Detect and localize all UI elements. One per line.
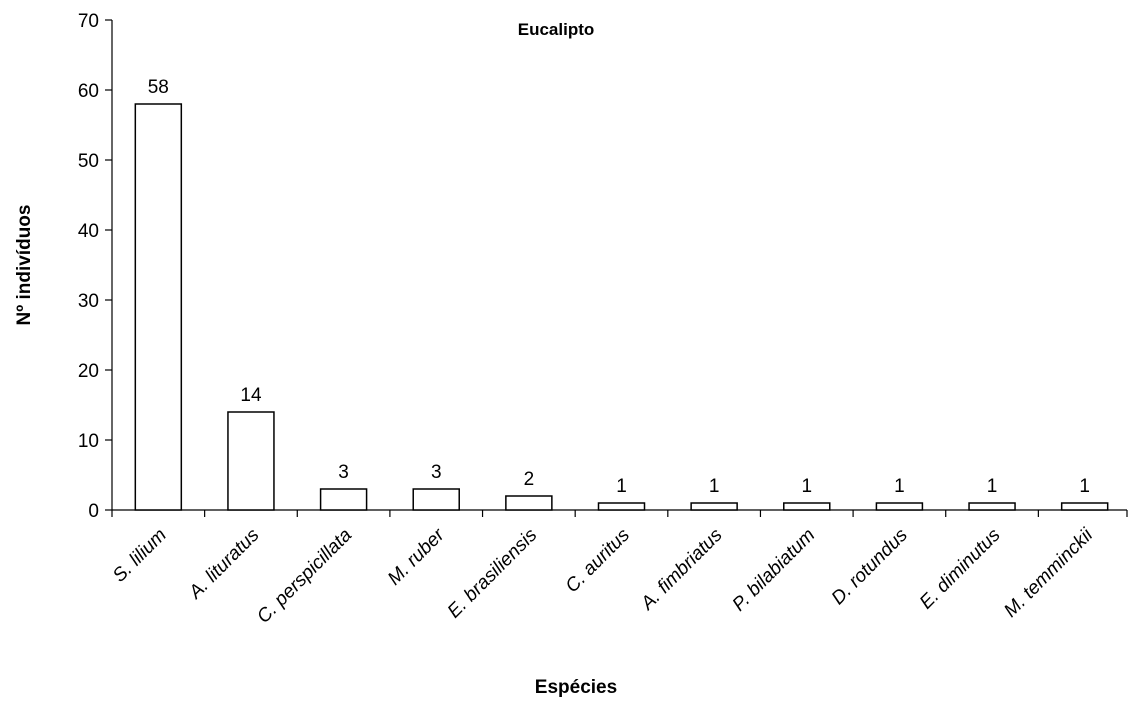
- bar: [1060, 502, 1109, 511]
- bar: [783, 502, 831, 511]
- bar: [227, 411, 275, 511]
- y-tick-label: 50: [78, 151, 99, 172]
- bar: [319, 488, 368, 511]
- category-label: A. fimbriatus: [636, 524, 727, 615]
- category-label: M. temminckii: [1000, 524, 1098, 622]
- category-label: C. auritus: [562, 524, 635, 597]
- y-tick-label: 60: [78, 81, 99, 102]
- y-tick-label: 40: [78, 221, 99, 242]
- bar: [505, 495, 553, 511]
- data-label: 14: [240, 385, 262, 406]
- bar: [597, 502, 646, 511]
- data-label: 3: [338, 462, 349, 483]
- y-axis: 0 10 20 30 40 50 60 70: [78, 11, 113, 522]
- data-label: 1: [894, 476, 905, 497]
- data-label: 1: [709, 476, 720, 497]
- data-label: 1: [987, 476, 998, 497]
- category-label: A. lituratus: [184, 524, 263, 603]
- bar: [412, 488, 460, 511]
- data-label: 1: [616, 476, 627, 497]
- data-label: 1: [1079, 476, 1090, 497]
- category-label: C. perspicillata: [253, 525, 356, 628]
- y-tick-label: 20: [78, 361, 99, 382]
- data-label: 3: [431, 462, 442, 483]
- y-tick-label: 10: [78, 431, 99, 452]
- bar: [690, 502, 738, 511]
- category-label: D. rotundus: [828, 524, 913, 609]
- category-label: S. lilium: [109, 525, 171, 587]
- chart-title: Eucalipto: [518, 20, 595, 39]
- y-axis-title: Nº indivíduos: [14, 205, 35, 326]
- y-tick-label: 70: [78, 11, 99, 32]
- data-labels: 58 14 3 3 2 1 1 1 1 1 1: [148, 77, 1090, 497]
- bar-series: [134, 103, 1109, 511]
- x-axis-title: Espécies: [535, 677, 617, 698]
- data-label: 2: [524, 469, 535, 490]
- category-label: P. bilabiatum: [729, 525, 820, 616]
- y-tick-label: 0: [88, 501, 99, 522]
- bar: [968, 502, 1016, 511]
- category-label: M. ruber: [384, 524, 449, 589]
- category-label: E. brasiliensis: [444, 524, 542, 622]
- data-label: 58: [148, 77, 169, 98]
- data-label: 1: [801, 476, 812, 497]
- bar: [875, 502, 924, 511]
- y-tick-label: 30: [78, 291, 99, 312]
- bar: [134, 103, 183, 511]
- category-label: E. diminutus: [916, 524, 1005, 613]
